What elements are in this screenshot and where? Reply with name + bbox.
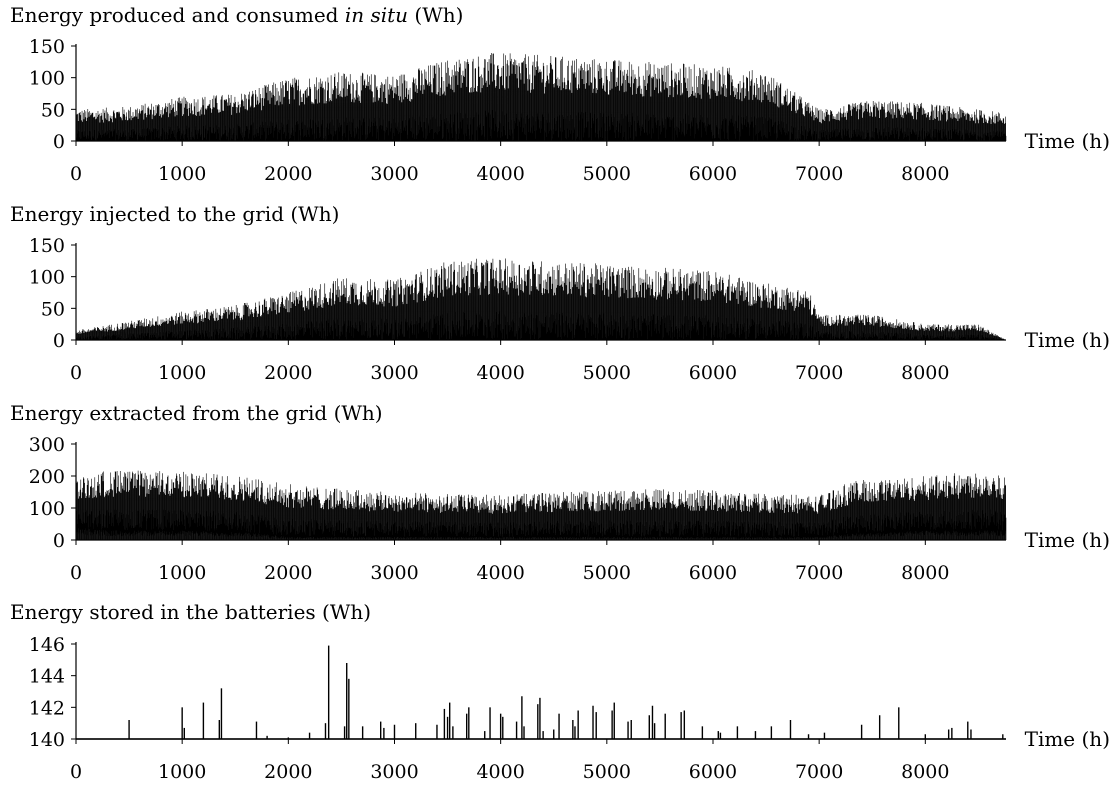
y-tick-label: 150: [29, 235, 65, 257]
x-tick-label: 4000: [476, 761, 524, 783]
x-tick-label: 3000: [370, 761, 418, 783]
y-tick-label: 142: [29, 697, 65, 719]
chart-panel-3: Energy extracted from the grid (Wh)0 1000…: [10, 401, 1110, 584]
x-tick-label: 5000: [583, 562, 631, 584]
x-tick-label: 1000: [158, 562, 206, 584]
chart-panel-1: Energy produced and consumed in situ (Wh…: [10, 3, 1110, 185]
x-tick-label: 6000: [689, 163, 737, 185]
x-tick-label: 7000: [795, 761, 843, 783]
x-tick-label: 8000: [901, 163, 949, 185]
y-tick-label: 0: [53, 330, 65, 352]
x-tick-label: 3000: [370, 562, 418, 584]
chart-title-text: Energy produced and consumed: [10, 3, 339, 27]
x-tick-label: 0: [70, 562, 82, 584]
x-tick-label: 3000: [370, 362, 418, 384]
x-axis-label: Time (h): [1025, 328, 1110, 352]
x-tick-label: 5000: [583, 362, 631, 384]
y-tick-label: 0: [53, 131, 65, 153]
x-tick-label: 0: [70, 163, 82, 185]
x-tick-label: 2000: [264, 562, 312, 584]
x-tick-label: 4000: [476, 562, 524, 584]
chart-title: Energy injected to the grid (Wh): [10, 202, 339, 226]
x-tick-label: 4000: [476, 362, 524, 384]
x-tick-label: 0: [70, 362, 82, 384]
chart-title-text: Energy extracted from the grid (Wh): [10, 401, 383, 425]
y-tick-label: 200: [29, 466, 65, 488]
x-tick-label: 2000: [264, 362, 312, 384]
x-tick-label: 3000: [370, 163, 418, 185]
x-tick-label: 6000: [689, 562, 737, 584]
chart-title: Energy produced and consumed in situ (Wh…: [10, 3, 463, 27]
x-tick-label: 2000: [264, 761, 312, 783]
chart-title-text: Energy stored in the batteries (Wh): [10, 600, 371, 624]
y-tick-label: 50: [41, 99, 65, 121]
y-tick-label: 100: [29, 498, 65, 520]
chart-title-text: Energy injected to the grid (Wh): [10, 202, 339, 226]
x-tick-label: 1000: [158, 761, 206, 783]
series-line: [76, 470, 1007, 540]
x-tick-label: 8000: [901, 362, 949, 384]
x-tick-label: 0: [70, 761, 82, 783]
x-tick-label: 5000: [583, 163, 631, 185]
x-tick-label: 8000: [901, 562, 949, 584]
chart-title-unit: (Wh): [408, 3, 463, 27]
y-tick-label: 100: [29, 267, 65, 289]
x-axis-label: Time (h): [1025, 129, 1110, 153]
y-tick-label: 100: [29, 68, 65, 90]
x-tick-label: 7000: [795, 163, 843, 185]
y-tick-label: 150: [29, 36, 65, 58]
y-tick-label: 144: [29, 666, 65, 688]
x-tick-label: 6000: [689, 761, 737, 783]
x-tick-label: 2000: [264, 163, 312, 185]
chart-panel-4: Energy stored in the batteries (Wh) 0 1000…: [10, 600, 1110, 783]
y-tick-label: 300: [29, 434, 65, 456]
y-tick-label: 0: [53, 530, 65, 552]
series-line: [76, 53, 1007, 141]
series-line: [76, 258, 1006, 340]
chart-title-italic: in situ: [338, 3, 408, 27]
chart-panel-2: Energy injected to the grid (Wh)0 1000 200…: [10, 202, 1110, 384]
x-tick-label: 8000: [901, 761, 949, 783]
y-tick-label: 140: [29, 729, 65, 751]
x-tick-label: 7000: [795, 562, 843, 584]
y-tick-label: 146: [29, 634, 65, 656]
x-tick-label: 1000: [158, 362, 206, 384]
x-tick-label: 6000: [689, 362, 737, 384]
y-tick-label: 50: [41, 298, 65, 320]
x-tick-label: 7000: [795, 362, 843, 384]
x-tick-label: 4000: [476, 163, 524, 185]
x-axis-label: Time (h): [1025, 727, 1110, 751]
x-axis-label: Time (h): [1025, 528, 1110, 552]
chart-title: Energy extracted from the grid (Wh): [10, 401, 383, 425]
x-tick-label: 5000: [583, 761, 631, 783]
chart-title: Energy stored in the batteries (Wh): [10, 600, 371, 624]
x-tick-label: 1000: [158, 163, 206, 185]
